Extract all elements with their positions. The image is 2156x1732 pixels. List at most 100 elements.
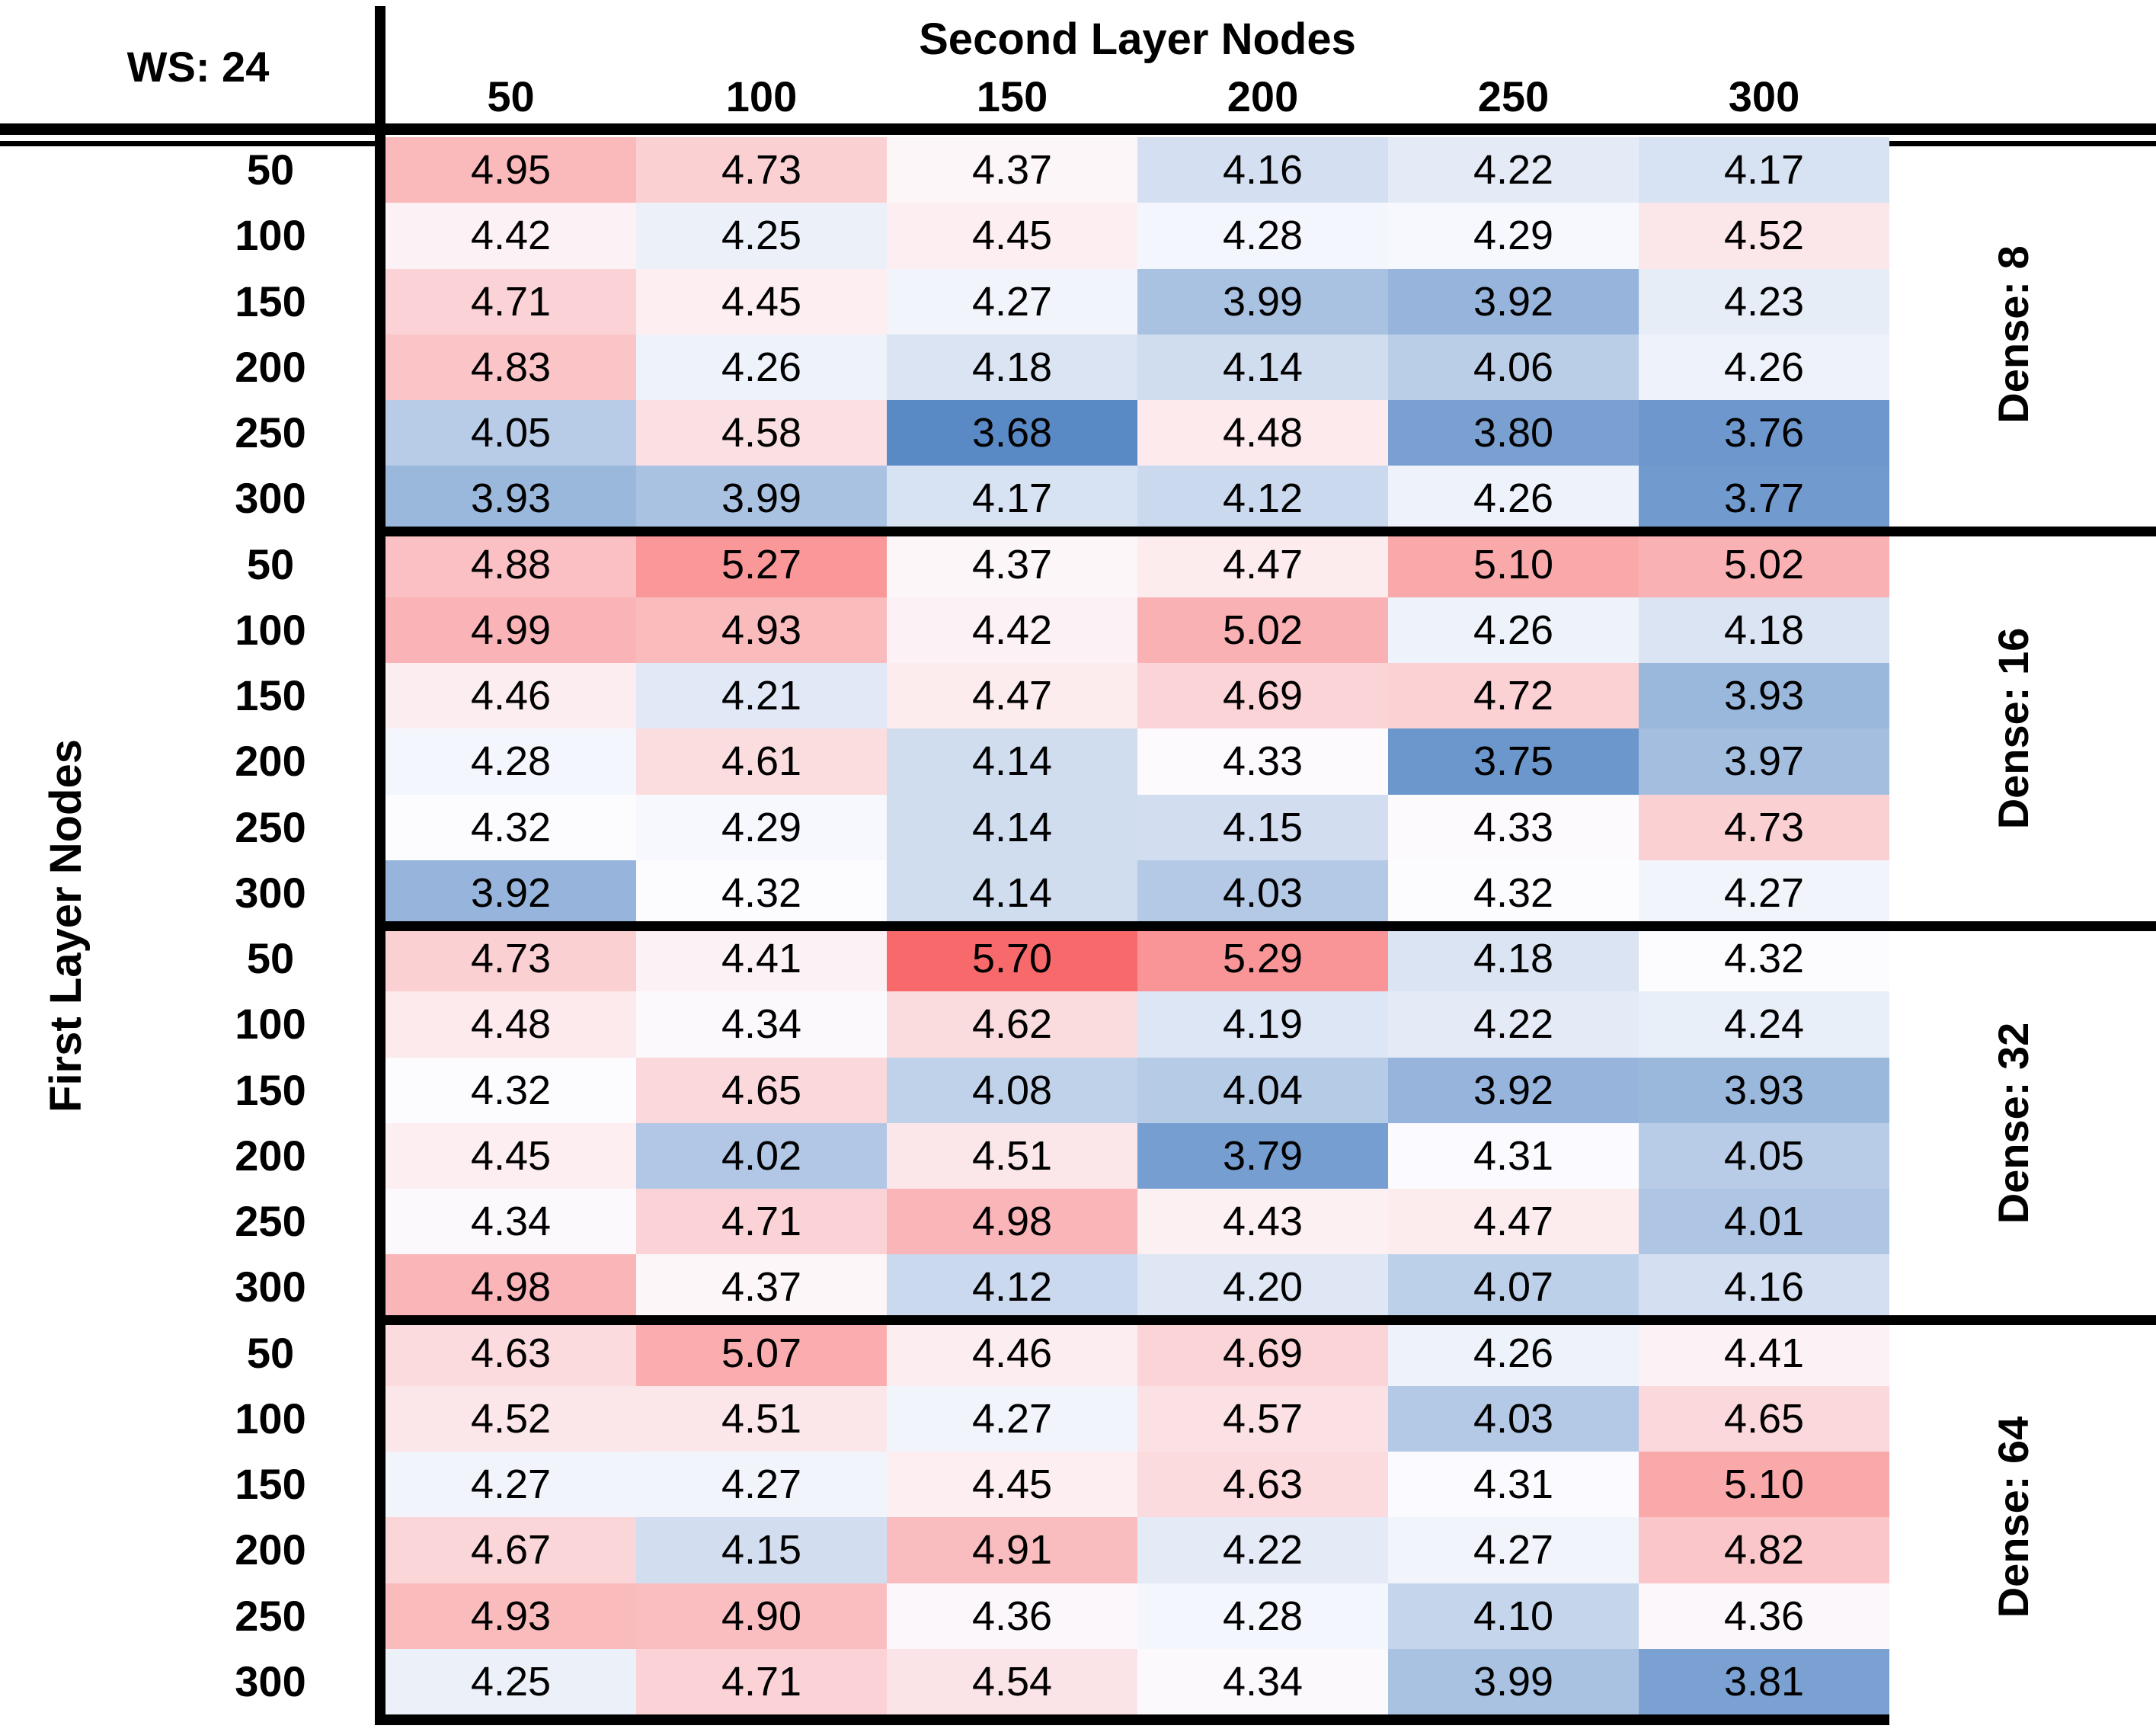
heatmap-cell: 4.82	[1639, 1517, 1889, 1583]
column-header: 200	[1227, 72, 1299, 120]
heatmap-cell: 4.67	[385, 1517, 636, 1583]
row-label: 150	[235, 277, 306, 325]
heatmap-cell: 4.14	[1137, 334, 1388, 400]
heatmap-cell: 4.43	[1137, 1189, 1388, 1255]
column-header: 150	[976, 72, 1048, 120]
heatmap-cell: 4.57	[1137, 1385, 1388, 1452]
heatmap-cell: 4.03	[1388, 1385, 1639, 1452]
heatmap-cell: 4.34	[1137, 1648, 1388, 1714]
header-double-rule-top	[0, 123, 2156, 135]
heatmap-cell: 4.48	[385, 991, 636, 1058]
window-size-label: WS: 24	[126, 43, 270, 91]
heatmap-cell: 4.65	[636, 1057, 887, 1123]
heatmap-cell: 4.37	[887, 137, 1137, 203]
heatmap-cell: 4.24	[1639, 991, 1889, 1058]
heatmap-cell: 4.03	[1137, 860, 1388, 926]
row-label: 50	[246, 146, 295, 194]
row-label: 250	[235, 1197, 306, 1245]
heatmap-cell: 4.08	[887, 1057, 1137, 1123]
block-separator-2	[375, 921, 2156, 931]
heatmap-cell: 4.46	[887, 1320, 1137, 1386]
heatmap-cell: 4.71	[636, 1648, 887, 1714]
heatmap-cell: 4.26	[636, 334, 887, 400]
heatmap-cell: 4.32	[1639, 926, 1889, 992]
row-label: 200	[235, 1131, 306, 1180]
row-label: 250	[235, 408, 306, 456]
heatmap-cell: 4.95	[385, 137, 636, 203]
row-label: 100	[235, 1394, 306, 1442]
row-label: 150	[235, 1460, 306, 1508]
dense-group-label: Dense: 8	[1988, 245, 2037, 424]
heatmap-cell: 4.32	[385, 1057, 636, 1123]
dense-group-label: Dense: 32	[1988, 1022, 2037, 1225]
column-group-title: Second Layer Nodes	[919, 14, 1356, 64]
heatmap-cell: 4.27	[1388, 1517, 1639, 1583]
heatmap-cell: 3.93	[385, 466, 636, 532]
heatmap-cell: 4.51	[636, 1385, 887, 1452]
heatmap-cell: 3.99	[1388, 1648, 1639, 1714]
heatmap-cell: 4.34	[385, 1189, 636, 1255]
heatmap-cell: 4.36	[887, 1583, 1137, 1649]
heatmap-cell: 3.99	[636, 466, 887, 532]
heatmap-cell: 4.45	[385, 1122, 636, 1189]
heatmap-cell: 4.91	[887, 1517, 1137, 1583]
heatmap-cell: 4.02	[636, 1122, 887, 1189]
heatmap-cell: 3.97	[1639, 728, 1889, 795]
heatmap-cell: 4.25	[636, 203, 887, 269]
heatmap-cell: 4.31	[1388, 1452, 1639, 1518]
heatmap-cell: 4.83	[385, 334, 636, 400]
heatmap-cell: 4.23	[1639, 268, 1889, 335]
row-label: 200	[235, 1526, 306, 1574]
heatmap-cell: 4.73	[636, 137, 887, 203]
row-group-title: First Layer Nodes	[40, 739, 91, 1113]
row-label: 250	[235, 1591, 306, 1640]
column-header: 250	[1477, 72, 1550, 120]
row-label: 300	[235, 1657, 306, 1705]
column-header: 300	[1728, 72, 1800, 120]
heatmap-cell: 3.77	[1639, 466, 1889, 532]
heatmap-cell: 4.61	[636, 728, 887, 795]
bottom-border	[375, 1714, 1889, 1725]
heatmap-cell: 4.14	[887, 728, 1137, 795]
heatmap-cell: 4.21	[636, 663, 887, 729]
heatmap-cell: 4.04	[1137, 1057, 1388, 1123]
heatmap-cell: 4.45	[636, 268, 887, 335]
block-separator-1	[375, 527, 2156, 536]
heatmap-cell: 4.18	[1388, 926, 1639, 992]
heatmap-cell: 4.10	[1388, 1583, 1639, 1649]
heatmap-cell: 3.75	[1388, 728, 1639, 795]
heatmap-cell: 4.69	[1137, 1320, 1388, 1386]
heatmap-cell: 3.92	[1388, 1057, 1639, 1123]
heatmap-cell: 4.26	[1388, 597, 1639, 663]
heatmap-cell: 4.18	[887, 334, 1137, 400]
heatmap-cell: 4.26	[1388, 466, 1639, 532]
heatmap-cell: 4.17	[887, 466, 1137, 532]
heatmap-cell: 4.71	[636, 1189, 887, 1255]
heatmap-cell: 5.10	[1388, 531, 1639, 597]
heatmap-cell: 4.73	[1639, 794, 1889, 860]
heatmap-cell: 4.34	[636, 991, 887, 1058]
heatmap-cell: 4.19	[1137, 991, 1388, 1058]
heatmap-cell: 4.37	[636, 1254, 887, 1321]
heatmap-cell: 4.25	[385, 1648, 636, 1714]
heatmap-cell: 4.88	[385, 531, 636, 597]
heatmap-cell: 4.93	[385, 1583, 636, 1649]
heatmap-cell: 3.92	[385, 860, 636, 926]
row-label: 300	[235, 474, 306, 523]
heatmap-cell: 4.37	[887, 531, 1137, 597]
heatmap-cell: 4.27	[1639, 860, 1889, 926]
heatmap-cell: 4.32	[636, 860, 887, 926]
heatmap-cell: 4.51	[887, 1122, 1137, 1189]
heatmap-cell: 4.72	[1388, 663, 1639, 729]
heatmap-cell: 4.41	[1639, 1320, 1889, 1386]
heatmap-cell: 4.27	[887, 268, 1137, 335]
heatmap-cell: 4.90	[636, 1583, 887, 1649]
heatmap-cell: 4.22	[1388, 137, 1639, 203]
heatmap-cell: 3.68	[887, 400, 1137, 466]
heatmap-cell: 4.73	[385, 926, 636, 992]
row-label: 100	[235, 605, 306, 654]
heatmap-cell: 4.28	[385, 728, 636, 795]
heatmap-cell: 3.92	[1388, 268, 1639, 335]
row-label: 50	[246, 1328, 295, 1377]
